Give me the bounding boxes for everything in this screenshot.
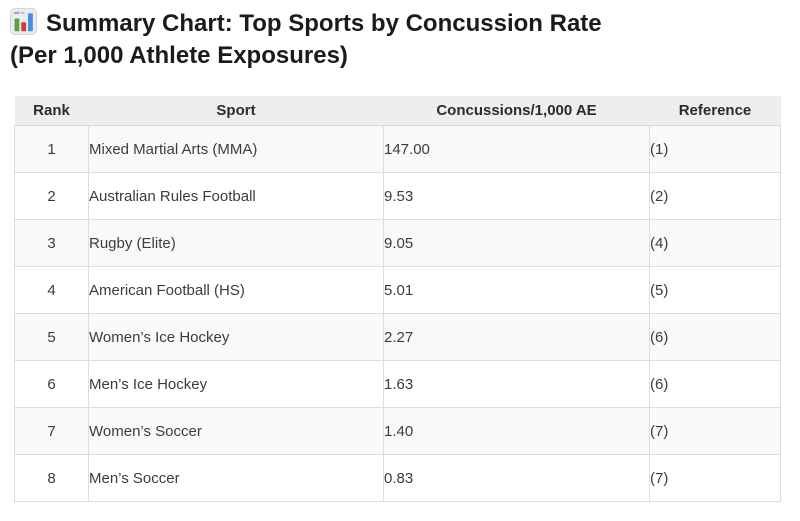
header-rank: Rank — [14, 96, 89, 126]
page-title: Summary Chart: Top Sports by Concussion … — [10, 8, 790, 72]
sport-cell: Men’s Ice Hockey — [88, 360, 384, 408]
rate-cell: 1.40 — [383, 407, 650, 455]
table-row: 6 Men’s Ice Hockey 1.63 (6) — [14, 360, 781, 408]
table-row: 1 Mixed Martial Arts (MMA) 147.00 (1) — [14, 125, 781, 173]
table-row: 4 American Football (HS) 5.01 (5) — [14, 266, 781, 314]
rank-cell: 3 — [14, 219, 89, 267]
rate-cell: 9.53 — [383, 172, 650, 220]
table-row: 5 Women’s Ice Hockey 2.27 (6) — [14, 313, 781, 361]
rank-cell: 8 — [14, 454, 89, 502]
rank-cell: 4 — [14, 266, 89, 314]
reference-cell: (7) — [649, 454, 781, 502]
header-row: Rank Sport Concussions/1,000 AE Referenc… — [14, 96, 781, 126]
sport-cell: Rugby (Elite) — [88, 219, 384, 267]
reference-cell: (7) — [649, 407, 781, 455]
rate-cell: 5.01 — [383, 266, 650, 314]
summary-table-container: Rank Sport Concussions/1,000 AE Referenc… — [14, 96, 800, 502]
header-rate: Concussions/1,000 AE — [383, 96, 650, 126]
table-row: 8 Men’s Soccer 0.83 (7) — [14, 454, 781, 502]
sport-cell: Men’s Soccer — [88, 454, 384, 502]
table-row: 7 Women’s Soccer 1.40 (7) — [14, 407, 781, 455]
page-title-line1: Summary Chart: Top Sports by Concussion … — [46, 10, 602, 37]
table-row: 2 Australian Rules Football 9.53 (2) — [14, 172, 781, 220]
header-reference: Reference — [649, 96, 781, 126]
reference-cell: (6) — [649, 313, 781, 361]
summary-table: Rank Sport Concussions/1,000 AE Referenc… — [14, 96, 781, 502]
reference-cell: (5) — [649, 266, 781, 314]
sport-cell: Mixed Martial Arts (MMA) — [88, 125, 384, 173]
reference-cell: (2) — [649, 172, 781, 220]
rate-cell: 0.83 — [383, 454, 650, 502]
rank-cell: 6 — [14, 360, 89, 408]
rank-cell: 1 — [14, 125, 89, 173]
table-row: 3 Rugby (Elite) 9.05 (4) — [14, 219, 781, 267]
rate-cell: 9.05 — [383, 219, 650, 267]
header-sport: Sport — [88, 96, 384, 126]
rate-cell: 1.63 — [383, 360, 650, 408]
rank-cell: 7 — [14, 407, 89, 455]
sport-cell: American Football (HS) — [88, 266, 384, 314]
sport-cell: Women’s Soccer — [88, 407, 384, 455]
page-title-line2: (Per 1,000 Athlete Exposures) — [10, 42, 348, 69]
bar-chart-icon — [10, 8, 37, 35]
rate-cell: 147.00 — [383, 125, 650, 173]
sport-cell: Australian Rules Football — [88, 172, 384, 220]
sport-cell: Women’s Ice Hockey — [88, 313, 384, 361]
rate-cell: 2.27 — [383, 313, 650, 361]
table-body: 1 Mixed Martial Arts (MMA) 147.00 (1) 2 Austr… — [14, 125, 781, 502]
reference-cell: (4) — [649, 219, 781, 267]
reference-cell: (1) — [649, 125, 781, 173]
rank-cell: 5 — [14, 313, 89, 361]
reference-cell: (6) — [649, 360, 781, 408]
rank-cell: 2 — [14, 172, 89, 220]
